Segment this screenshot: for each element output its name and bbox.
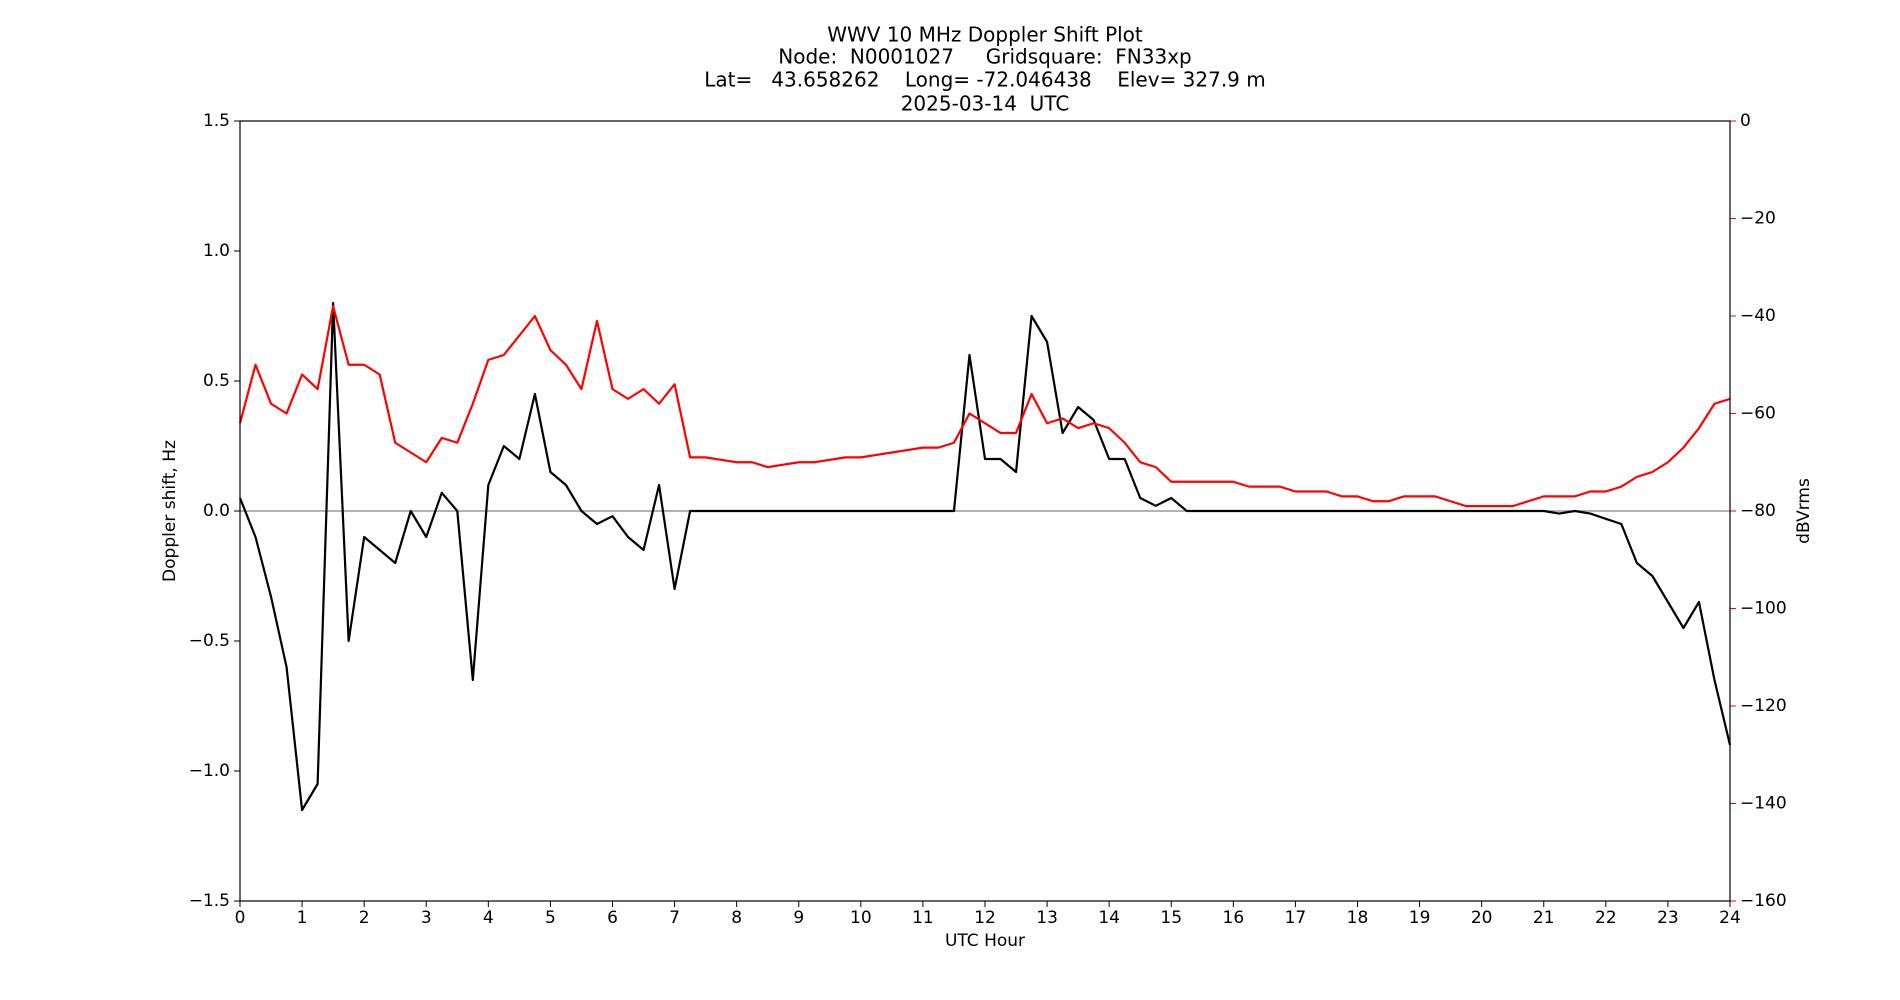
y2-tick-label: −80 xyxy=(1740,501,1776,521)
x-tick-label: 0 xyxy=(235,908,246,928)
chart-title: WWV 10 MHz Doppler Shift Plot xyxy=(827,23,1143,47)
x-tick-label: 12 xyxy=(974,908,996,928)
x-tick-label: 6 xyxy=(607,908,618,928)
x-tick-label: 8 xyxy=(731,908,742,928)
data-line xyxy=(238,301,1732,812)
y2-tick-label: −60 xyxy=(1740,404,1776,424)
y2-tick-label: −40 xyxy=(1740,306,1776,326)
x-tick-label: 23 xyxy=(1657,908,1679,928)
x-tick-label: 11 xyxy=(912,908,934,928)
x-tick-label: 20 xyxy=(1471,908,1493,928)
y-tick-label: 1.5 xyxy=(203,111,230,131)
x-tick-label: 21 xyxy=(1533,908,1555,928)
chart-subtitle: 2025-03-14 UTC xyxy=(901,92,1070,116)
y-tick-label: 0.0 xyxy=(203,501,230,521)
y2-axis-label: dBVrms xyxy=(1794,478,1814,544)
x-tick-label: 19 xyxy=(1409,908,1431,928)
y-tick-label: −1.5 xyxy=(189,891,230,911)
data-line xyxy=(238,305,1731,508)
x-axis-label: UTC Hour xyxy=(945,931,1025,951)
y2-tick-label: −160 xyxy=(1740,891,1787,911)
chart-subtitle: Lat= 43.658262 Long= -72.046438 Elev= 32… xyxy=(704,68,1266,92)
y2-tick-label: 0 xyxy=(1740,111,1751,131)
y-tick-label: 0.5 xyxy=(203,371,230,391)
x-tick-label: 14 xyxy=(1098,908,1120,928)
x-tick-label: 3 xyxy=(421,908,432,928)
x-tick-label: 24 xyxy=(1719,908,1741,928)
x-tick-label: 13 xyxy=(1036,908,1058,928)
y2-tick-label: −120 xyxy=(1740,696,1787,716)
y-tick-label: −1.0 xyxy=(189,761,230,781)
y-tick-label: 1.0 xyxy=(203,241,230,261)
x-tick-label: 17 xyxy=(1285,908,1307,928)
y-tick-label: −0.5 xyxy=(189,631,230,651)
x-tick-label: 10 xyxy=(850,908,872,928)
x-tick-label: 16 xyxy=(1223,908,1245,928)
y2-tick-label: −20 xyxy=(1740,209,1776,229)
x-tick-label: 18 xyxy=(1347,908,1369,928)
y2-tick-label: −140 xyxy=(1740,794,1787,814)
x-tick-label: 1 xyxy=(297,908,308,928)
y-axis-label: Doppler shift, Hz xyxy=(160,440,180,582)
y2-tick-label: −100 xyxy=(1740,599,1787,619)
x-tick-label: 7 xyxy=(669,908,680,928)
x-tick-label: 9 xyxy=(793,908,804,928)
x-tick-label: 15 xyxy=(1160,908,1182,928)
x-tick-label: 4 xyxy=(483,908,494,928)
x-tick-label: 2 xyxy=(359,908,370,928)
x-tick-label: 22 xyxy=(1595,908,1617,928)
plot-frame xyxy=(239,120,1731,902)
chart-subtitle: Node: N0001027 Gridsquare: FN33xp xyxy=(778,45,1191,69)
x-tick-label: 5 xyxy=(545,908,556,928)
